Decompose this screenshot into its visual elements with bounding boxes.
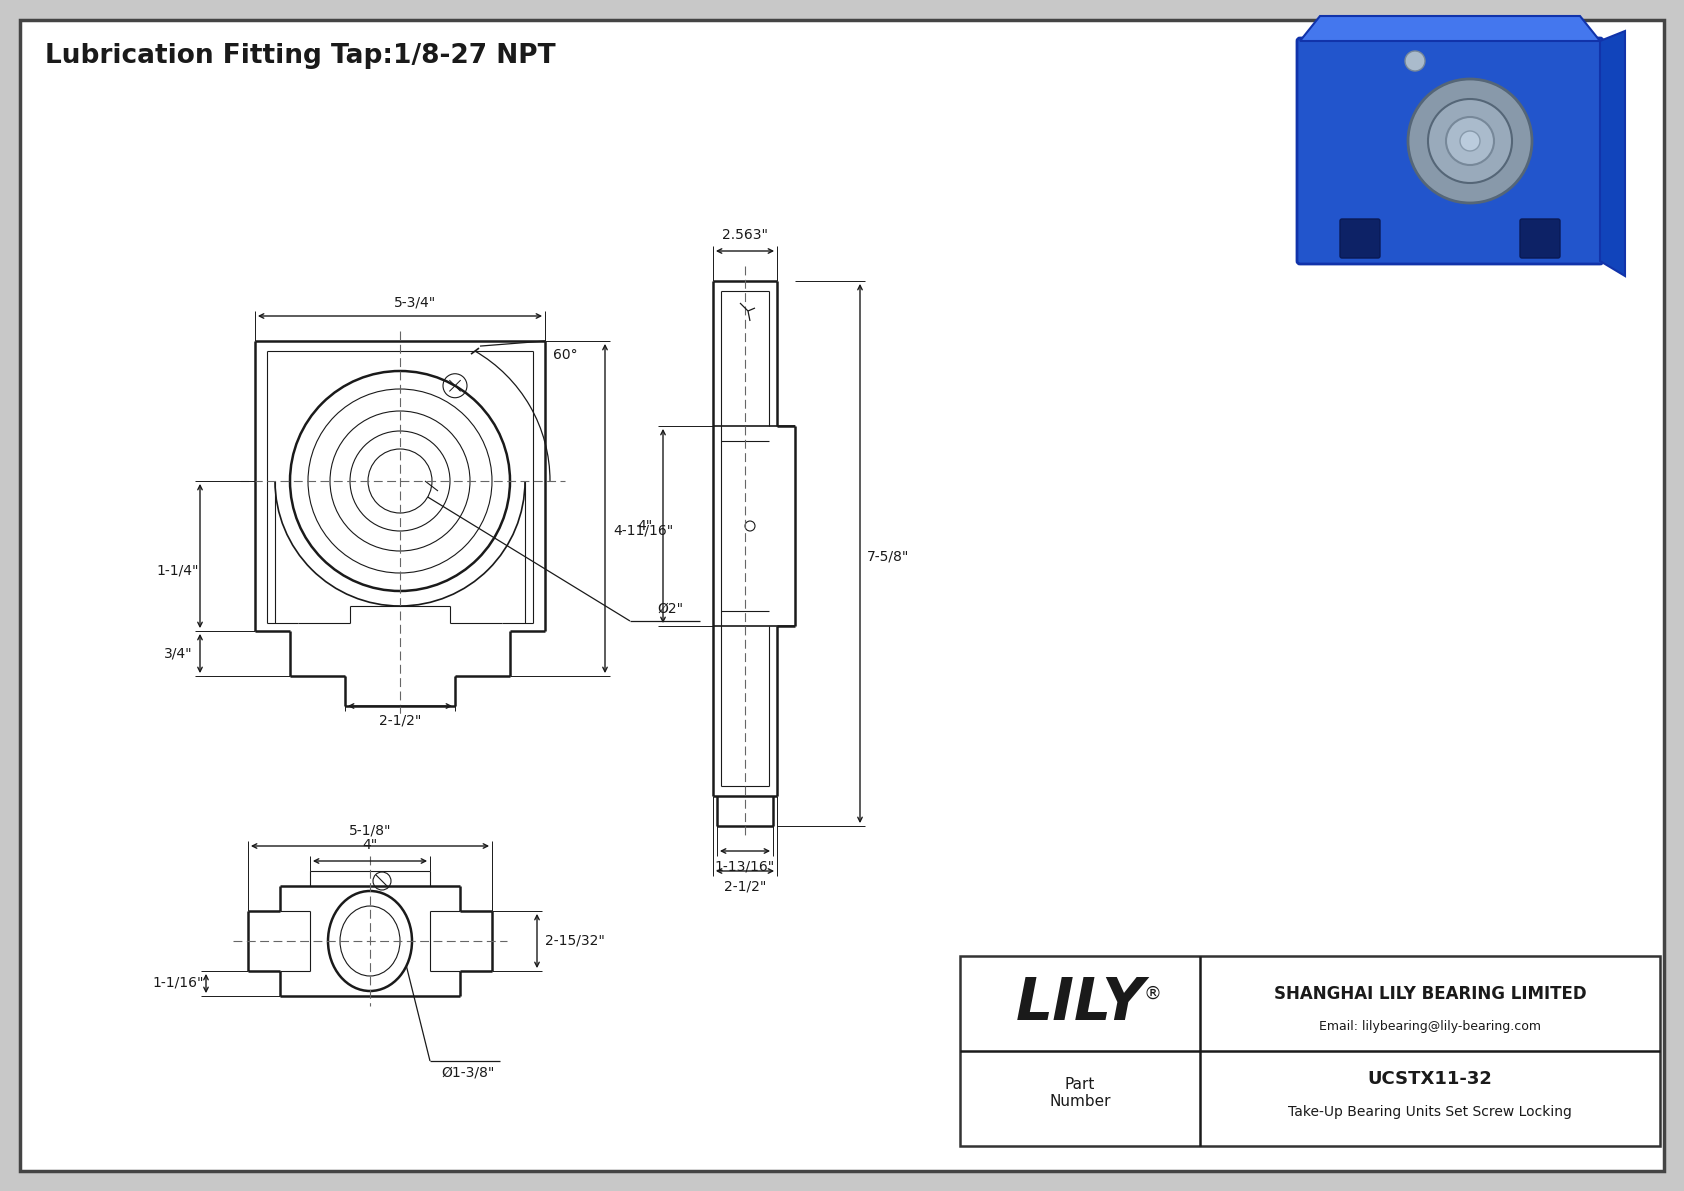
Text: Email: lilybearing@lily-bearing.com: Email: lilybearing@lily-bearing.com (1319, 1019, 1541, 1033)
Text: 2-1/2": 2-1/2" (724, 879, 766, 893)
Text: 1-1/4": 1-1/4" (157, 565, 199, 578)
Circle shape (1447, 117, 1494, 166)
Circle shape (1408, 79, 1532, 202)
Text: 5-3/4": 5-3/4" (394, 295, 436, 308)
Text: Part
Number: Part Number (1049, 1077, 1111, 1109)
FancyBboxPatch shape (1297, 38, 1603, 264)
Text: Ø2": Ø2" (657, 601, 684, 616)
Text: 2-1/2": 2-1/2" (379, 713, 421, 727)
Text: Ø1-3/8": Ø1-3/8" (441, 1066, 495, 1080)
Text: 1-13/16": 1-13/16" (716, 859, 775, 873)
Polygon shape (1300, 15, 1600, 40)
Text: 5-1/8": 5-1/8" (349, 823, 391, 837)
Text: Lubrication Fitting Tap:1/8-27 NPT: Lubrication Fitting Tap:1/8-27 NPT (45, 43, 556, 69)
Text: SHANGHAI LILY BEARING LIMITED: SHANGHAI LILY BEARING LIMITED (1273, 985, 1586, 1003)
Text: 1-1/16": 1-1/16" (152, 975, 204, 990)
Text: 60°: 60° (552, 348, 578, 362)
Text: ®: ® (1143, 985, 1160, 1003)
Circle shape (1404, 51, 1425, 71)
Text: 4": 4" (637, 519, 653, 534)
Text: 2-15/32": 2-15/32" (546, 934, 605, 948)
Circle shape (1460, 131, 1480, 151)
Text: 7-5/8": 7-5/8" (867, 549, 909, 563)
Text: 3/4": 3/4" (163, 647, 192, 661)
FancyBboxPatch shape (1340, 219, 1379, 258)
Text: 2.563": 2.563" (722, 227, 768, 242)
Text: 4-11/16": 4-11/16" (613, 524, 674, 538)
Text: UCSTX11-32: UCSTX11-32 (1367, 1071, 1492, 1089)
Text: LILY: LILY (1015, 975, 1145, 1031)
Text: 4": 4" (362, 838, 377, 852)
Text: Take-Up Bearing Units Set Screw Locking: Take-Up Bearing Units Set Screw Locking (1288, 1105, 1571, 1118)
Polygon shape (1600, 31, 1625, 276)
Bar (960, 956, 1660, 1146)
FancyBboxPatch shape (1521, 219, 1559, 258)
Circle shape (1428, 99, 1512, 183)
